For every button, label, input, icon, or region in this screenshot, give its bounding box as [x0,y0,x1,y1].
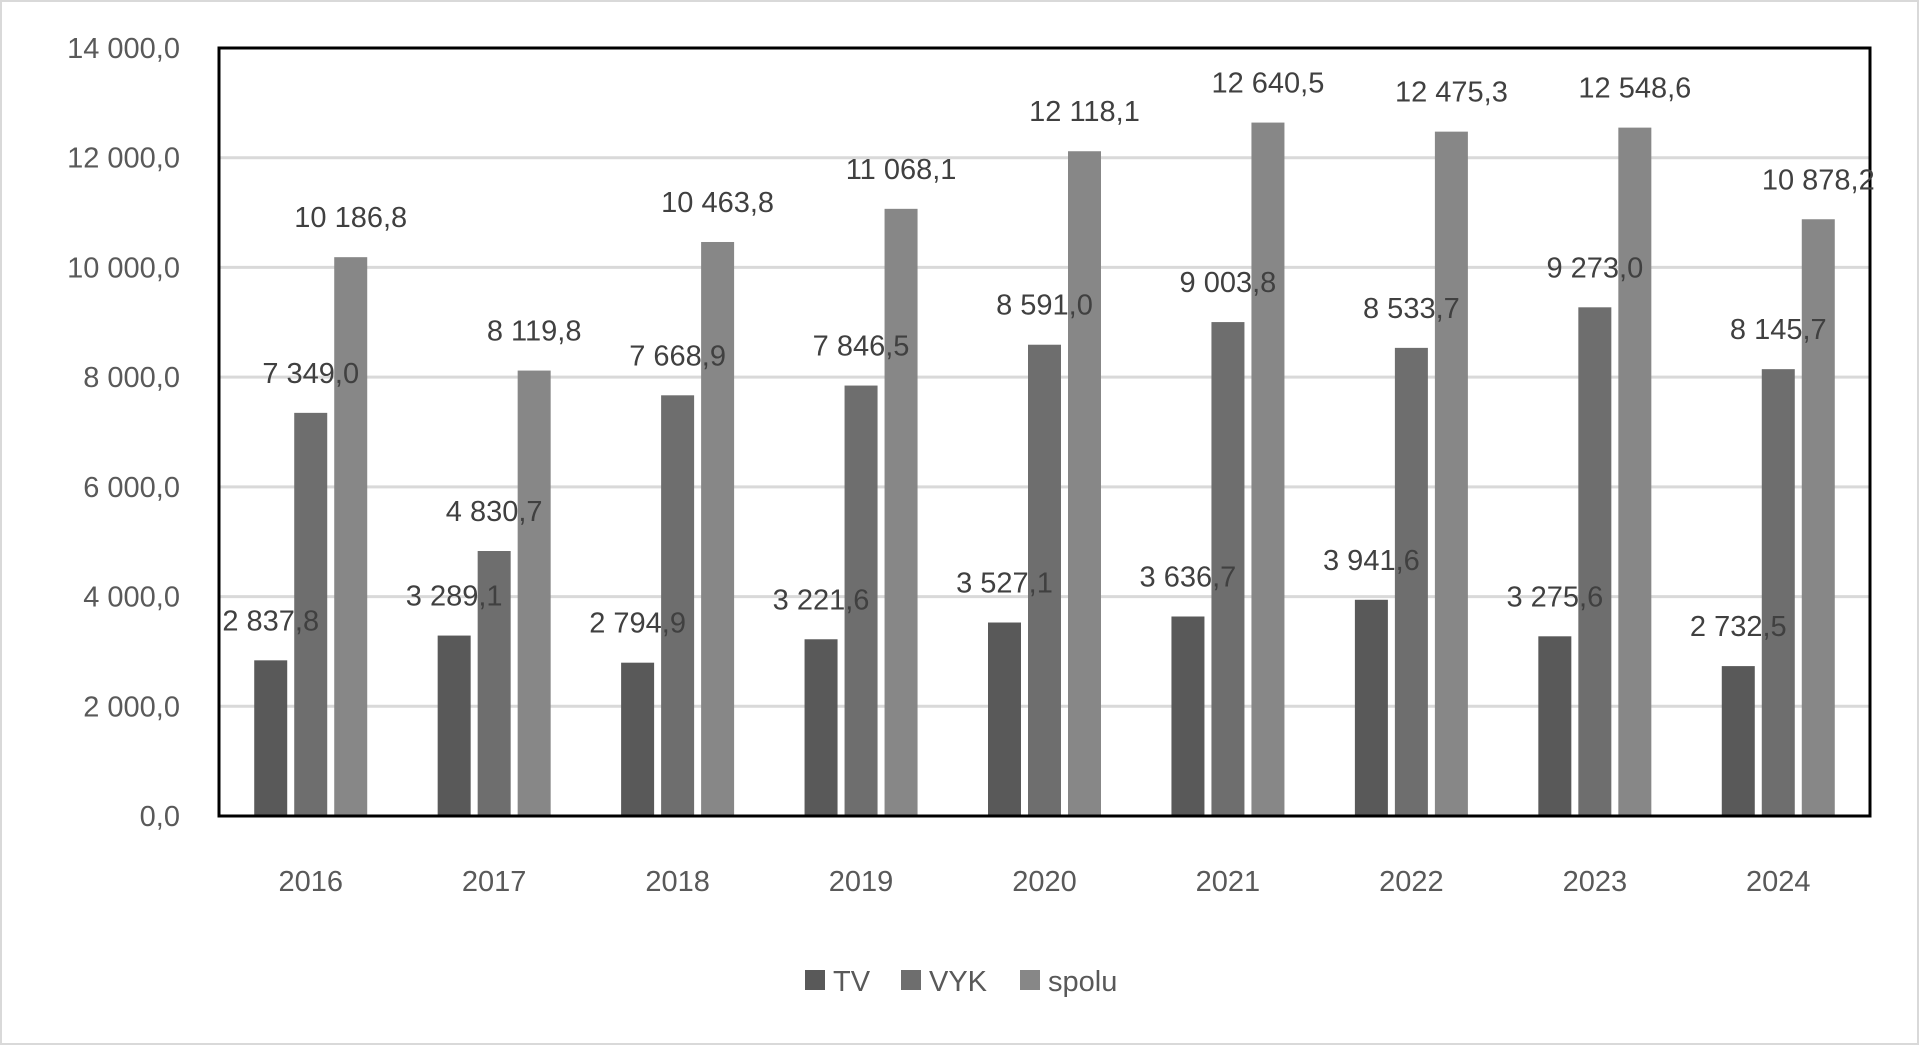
data-label: 11 068,1 [846,154,957,186]
data-label: 9 273,0 [1546,252,1643,284]
data-label: 7 668,9 [629,340,726,372]
data-label: 4 830,7 [446,496,543,528]
x-tick-label: 2020 [1012,866,1077,898]
bar-vyk [477,551,511,816]
bar-tv [254,660,288,816]
bar-spolu [1618,127,1652,817]
x-tick-label: 2022 [1379,866,1444,898]
bar-vyk [1211,322,1245,816]
data-label: 3 527,1 [956,568,1053,600]
bar-vyk [1394,347,1428,816]
bar-spolu [517,370,551,816]
y-tick-label: 4 000,0 [83,582,180,614]
data-label: 2 794,9 [589,608,686,640]
bar-spolu [884,208,918,816]
data-labels: 2 837,8 7 349,0 10 186,8 3 289,1 4 830,7 8 11… [222,68,1874,644]
bar-vyk [294,412,328,816]
legend-label: VYK [929,966,988,998]
bars [254,122,1835,817]
data-label: 12 640,5 [1211,68,1324,100]
y-tick-label: 2 000,0 [83,691,180,723]
x-tick-label: 2019 [829,866,894,898]
bar-tv [804,639,838,816]
bar-spolu [1068,151,1101,816]
data-label: 7 349,0 [262,358,359,390]
data-label: 3 221,6 [773,584,870,616]
data-label: 7 846,5 [813,331,910,363]
bar-vyk [661,395,695,816]
x-tick-label: 2016 [278,866,343,898]
y-tick-label: 6 000,0 [83,472,180,504]
data-label: 8 591,0 [996,290,1093,322]
data-label: 2 732,5 [1690,611,1787,643]
legend: TV VYK spolu [805,966,1117,998]
bar-spolu [1251,122,1285,816]
data-label: 10 186,8 [294,202,407,234]
x-axis-ticks: 2016 2017 2018 2019 2020 2021 2022 2023 2024 [278,866,1810,898]
data-label: 3 636,7 [1140,562,1237,594]
bar-tv [621,662,655,816]
data-label: 3 941,6 [1323,545,1420,577]
bar-tv [1538,636,1572,816]
data-label: 3 275,6 [1506,581,1603,613]
data-label: 8 119,8 [487,316,582,348]
legend-label: spolu [1048,966,1117,998]
bar-vyk [1761,369,1795,816]
y-tick-label: 0,0 [140,801,180,833]
legend-swatch-vyk [901,970,921,990]
bar-spolu [1434,131,1468,816]
y-tick-label: 8 000,0 [83,362,180,394]
x-tick-label: 2017 [462,866,527,898]
legend-label: TV [833,966,871,998]
bar-vyk [844,385,878,816]
legend-swatch-spolu [1020,970,1040,990]
bar-tv [1721,666,1755,816]
bar-vyk [1578,307,1612,816]
bar-tv [1354,599,1388,816]
data-label: 12 548,6 [1578,73,1691,105]
bar-spolu [701,241,735,816]
data-label: 9 003,8 [1180,267,1277,299]
y-tick-label: 10 000,0 [67,252,180,284]
data-label: 8 533,7 [1363,293,1460,325]
bar-tv [437,635,471,816]
data-label: 10 878,2 [1762,164,1875,196]
bar-vyk [1028,344,1061,816]
y-tick-label: 12 000,0 [67,143,180,175]
legend-swatch-tv [805,970,825,990]
data-label: 12 118,1 [1029,96,1140,128]
y-axis-ticks: 0,0 2 000,0 4 000,0 6 000,0 8 000,0 10 000,0 1… [67,33,180,833]
y-tick-label: 14 000,0 [67,33,180,65]
data-label: 2 837,8 [222,605,319,637]
data-label: 8 145,7 [1730,314,1827,346]
bar-tv [1171,616,1205,816]
x-tick-label: 2023 [1563,866,1628,898]
bar-tv [988,622,1021,816]
data-label: 10 463,8 [661,187,774,219]
x-tick-label: 2018 [645,866,710,898]
bar-spolu [1801,219,1835,816]
plot-frame [217,46,1872,818]
x-tick-label: 2024 [1746,866,1811,898]
data-label: 3 289,1 [406,581,503,613]
bar-spolu [334,257,368,816]
data-label: 12 475,3 [1395,77,1508,109]
x-tick-label: 2021 [1196,866,1261,898]
